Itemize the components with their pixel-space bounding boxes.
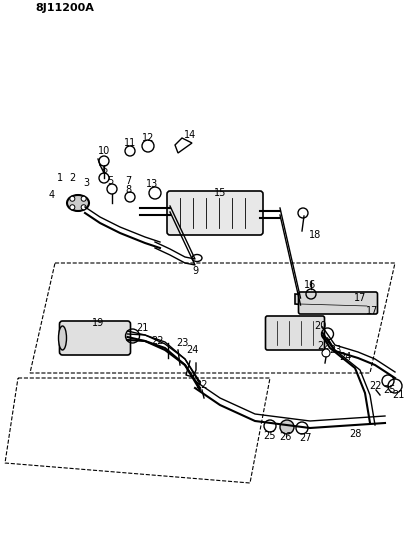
Text: 3: 3: [83, 178, 89, 188]
Text: 8: 8: [125, 185, 131, 195]
Text: 8J11200A: 8J11200A: [35, 3, 94, 13]
FancyBboxPatch shape: [299, 292, 378, 314]
Ellipse shape: [58, 326, 67, 350]
Text: 26: 26: [279, 432, 291, 442]
Circle shape: [70, 205, 75, 210]
Text: 5: 5: [107, 176, 113, 186]
Text: 23: 23: [329, 345, 341, 355]
Text: 24: 24: [339, 352, 351, 362]
Text: 21: 21: [392, 390, 404, 400]
Text: 6: 6: [101, 165, 107, 175]
Text: 22: 22: [152, 336, 164, 346]
FancyBboxPatch shape: [167, 191, 263, 235]
Text: 22: 22: [318, 341, 330, 351]
Text: 15: 15: [214, 188, 226, 198]
Circle shape: [81, 196, 86, 201]
Text: 25: 25: [264, 431, 276, 441]
Text: 25: 25: [384, 385, 396, 395]
Text: 2: 2: [69, 173, 75, 183]
Text: 22: 22: [369, 381, 381, 391]
Text: 11: 11: [124, 138, 136, 148]
Text: 7: 7: [125, 176, 131, 186]
FancyBboxPatch shape: [59, 321, 130, 355]
Text: 10: 10: [98, 146, 110, 156]
Text: 13: 13: [146, 179, 158, 189]
Text: 18: 18: [309, 230, 321, 240]
Text: 19: 19: [92, 318, 104, 328]
Polygon shape: [295, 294, 375, 310]
Text: 21: 21: [136, 323, 149, 333]
Text: 23: 23: [176, 338, 188, 348]
Circle shape: [70, 196, 75, 201]
Text: 28: 28: [349, 429, 361, 439]
Text: 4: 4: [49, 190, 55, 200]
Ellipse shape: [67, 195, 89, 211]
Text: 17: 17: [366, 306, 378, 316]
Text: 22: 22: [196, 380, 208, 390]
Text: 20: 20: [314, 321, 326, 331]
Text: 16: 16: [304, 280, 316, 290]
Text: 17: 17: [354, 293, 366, 303]
Text: 14: 14: [184, 130, 196, 140]
Text: 24: 24: [186, 345, 198, 355]
Text: 12: 12: [142, 133, 154, 143]
Text: 27: 27: [299, 433, 311, 443]
Circle shape: [81, 205, 86, 210]
Text: 9: 9: [192, 266, 198, 276]
Text: 1: 1: [57, 173, 63, 183]
Circle shape: [280, 420, 294, 434]
FancyBboxPatch shape: [265, 316, 324, 350]
